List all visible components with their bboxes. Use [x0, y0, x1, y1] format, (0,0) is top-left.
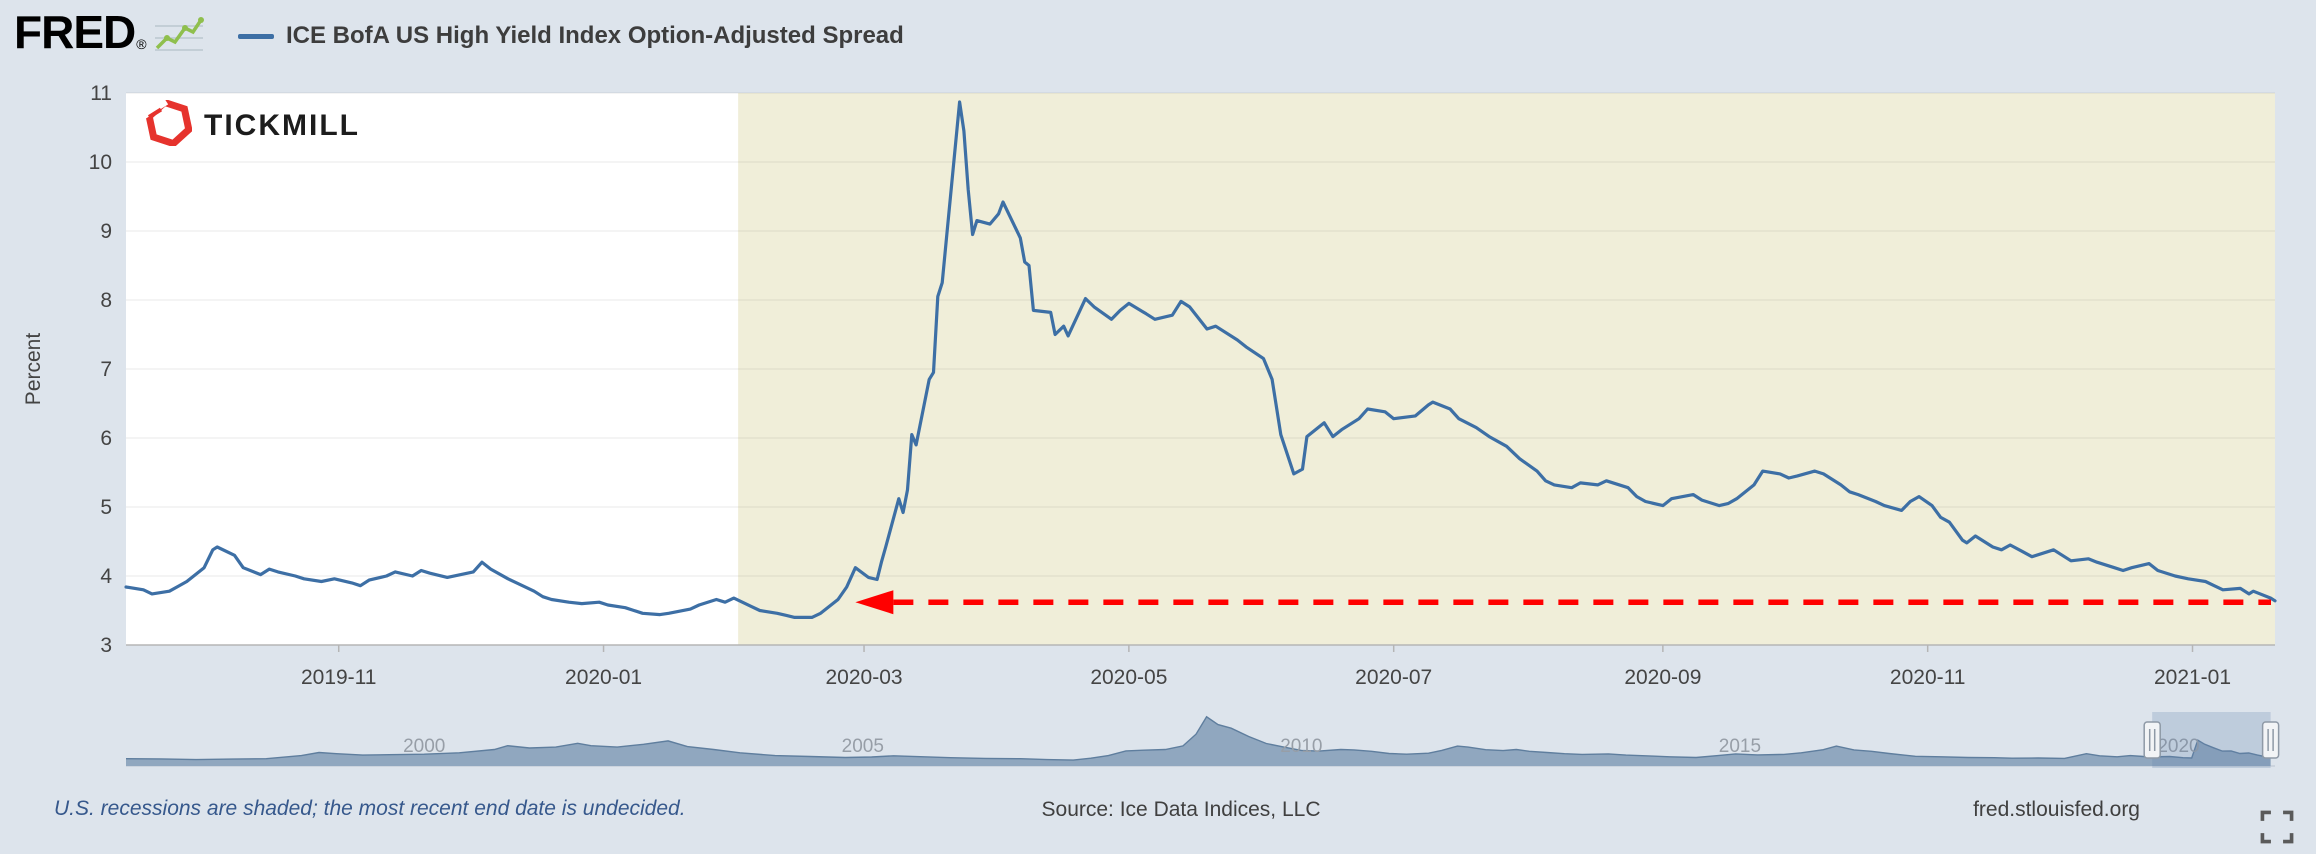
y-tick-label: 4 [100, 565, 112, 588]
series-line[interactable] [124, 100, 2277, 619]
tickmill-wordmark: TICKMILL [204, 108, 360, 142]
x-tick-label: 2020-01 [565, 666, 642, 689]
x-tick-label: 2020-03 [826, 666, 903, 689]
navigator-right-handle[interactable] [2261, 721, 2280, 759]
y-tick-label: 5 [100, 496, 112, 519]
navigator-area[interactable] [126, 716, 2271, 766]
range-navigator[interactable]: 2000 2005 2010 2015 2020 [125, 712, 2280, 768]
source-text: Source: Ice Data Indices, LLC [1041, 798, 1321, 821]
y-tick-label: 10 [89, 151, 112, 174]
x-tick-label: 2020-11 [1890, 666, 1966, 689]
series-legend: ICE BofA US High Yield Index Option-Adju… [238, 16, 904, 56]
fred-sparkline-icon [153, 14, 205, 63]
fred-logo[interactable]: FRED ® [14, 6, 205, 63]
registered-trademark: ® [136, 36, 147, 52]
fred-site-text: fred.stlouisfed.org [1973, 798, 2140, 821]
recession-shading [738, 93, 2275, 645]
x-tick-label: 2020-09 [1624, 666, 1701, 689]
gridlines [126, 92, 2275, 577]
y-axis-title: Percent [22, 333, 45, 406]
tickmill-hexagon-icon [141, 97, 193, 151]
navigator-right-handle-grip [2261, 721, 2280, 759]
y-tick-label: 11 [90, 82, 112, 105]
x-tick-label: 2021-01 [2154, 666, 2231, 689]
navigator-year-label: 2005 [842, 736, 884, 757]
fullscreen-expand-button[interactable] [2260, 810, 2294, 844]
tickmill-watermark: TICKMILL [141, 97, 360, 151]
dashed-arrow-head [855, 590, 894, 615]
navigator-outline [125, 715, 2271, 761]
navigator-left-handle[interactable] [2143, 721, 2161, 759]
chart-header: FRED ® ICE BofA US High Yield Index Opti… [0, 0, 2316, 80]
series-legend-marker [238, 33, 274, 39]
navigator-year-label: 2000 [403, 736, 445, 757]
fullscreen-icon [2260, 810, 2294, 844]
x-tick-label: 2020-07 [1355, 666, 1432, 689]
y-tick-label: 6 [100, 427, 112, 450]
fred-logo-text: FRED [14, 6, 136, 58]
x-tick-label: 2019-11 [301, 666, 377, 689]
y-axis-labels: 3 4 5 6 7 8 9 10 11 [89, 82, 113, 657]
navigator-selection-window[interactable] [2152, 712, 2271, 768]
y-tick-label: 9 [100, 220, 112, 243]
navigator-year-labels: 2000 2005 2010 2015 2020 [403, 736, 2200, 757]
x-axis-ticks: 2019-11 2020-01 2020-03 2020-05 2020-07 2020-… [301, 645, 2231, 689]
navigator-left-handle-grip [2143, 721, 2161, 759]
navigator-year-label: 2020 [2157, 736, 2199, 757]
navigator-year-label: 2010 [1280, 736, 1322, 757]
recession-note: U.S. recessions are shaded; the most rec… [54, 797, 686, 820]
y-tick-label: 7 [100, 358, 112, 381]
dashed-arrow-annotation [855, 590, 2271, 615]
x-tick-label: 2020-05 [1090, 666, 1167, 689]
y-tick-label: 8 [100, 289, 112, 312]
navigator-year-label: 2015 [1719, 736, 1761, 757]
y-tick-label: 3 [100, 634, 112, 657]
series-title: ICE BofA US High Yield Index Option-Adju… [286, 22, 904, 49]
